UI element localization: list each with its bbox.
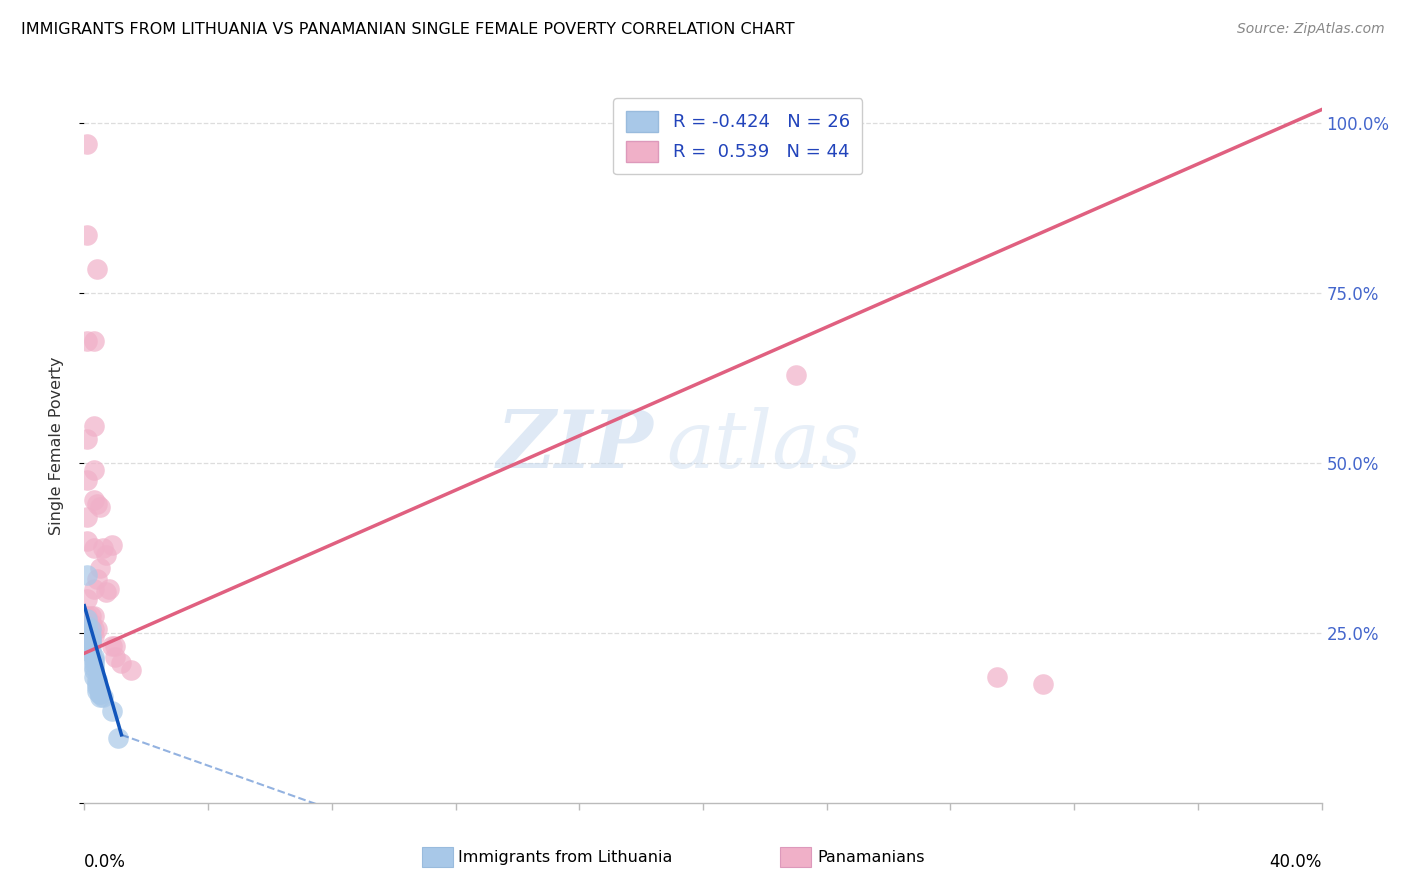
Point bbox=[104, 640, 127, 654]
Point bbox=[76, 473, 98, 487]
Point bbox=[83, 663, 105, 677]
Text: atlas: atlas bbox=[666, 408, 862, 484]
Point bbox=[120, 663, 142, 677]
Point bbox=[83, 653, 105, 667]
Point bbox=[79, 632, 101, 647]
Point bbox=[79, 615, 101, 630]
Point bbox=[83, 629, 105, 643]
Point bbox=[89, 687, 111, 701]
Point bbox=[86, 623, 108, 637]
Point bbox=[101, 537, 124, 551]
Point bbox=[76, 534, 98, 549]
Point bbox=[86, 673, 108, 688]
Text: Panamanians: Panamanians bbox=[817, 850, 924, 864]
Point bbox=[83, 657, 105, 671]
Point bbox=[79, 632, 101, 647]
Point bbox=[83, 623, 105, 637]
Point bbox=[986, 670, 1008, 684]
Point bbox=[79, 629, 101, 643]
Point bbox=[101, 640, 124, 654]
Point bbox=[86, 683, 108, 698]
Point bbox=[89, 561, 111, 575]
Point bbox=[79, 623, 101, 637]
Point bbox=[76, 136, 98, 151]
Point bbox=[101, 704, 124, 718]
Point bbox=[79, 646, 101, 660]
Point bbox=[76, 612, 98, 626]
Text: 40.0%: 40.0% bbox=[1270, 853, 1322, 871]
Point bbox=[89, 687, 111, 701]
Text: Source: ZipAtlas.com: Source: ZipAtlas.com bbox=[1237, 22, 1385, 37]
Point bbox=[83, 670, 105, 684]
Text: IMMIGRANTS FROM LITHUANIA VS PANAMANIAN SINGLE FEMALE POVERTY CORRELATION CHART: IMMIGRANTS FROM LITHUANIA VS PANAMANIAN … bbox=[21, 22, 794, 37]
Point bbox=[79, 629, 101, 643]
Point bbox=[785, 368, 807, 382]
Y-axis label: Single Female Poverty: Single Female Poverty bbox=[49, 357, 63, 535]
Point bbox=[79, 623, 101, 637]
Point bbox=[89, 690, 111, 705]
Point bbox=[89, 500, 111, 515]
Point bbox=[94, 585, 117, 599]
Point bbox=[86, 680, 108, 694]
Text: Immigrants from Lithuania: Immigrants from Lithuania bbox=[458, 850, 672, 864]
Point bbox=[89, 683, 111, 698]
Point bbox=[76, 510, 98, 524]
Point bbox=[94, 548, 117, 562]
Point bbox=[110, 657, 132, 671]
Point bbox=[86, 497, 108, 511]
Point bbox=[83, 608, 105, 623]
Point bbox=[76, 334, 98, 348]
Point bbox=[98, 582, 121, 596]
Point bbox=[76, 591, 98, 606]
Point bbox=[83, 418, 105, 433]
Point bbox=[79, 636, 101, 650]
Point bbox=[83, 649, 105, 664]
Point bbox=[91, 541, 114, 555]
Point bbox=[86, 677, 108, 691]
Point bbox=[83, 493, 105, 508]
Point bbox=[83, 541, 105, 555]
Point bbox=[79, 636, 101, 650]
Point bbox=[107, 731, 129, 746]
Point bbox=[76, 432, 98, 446]
Point bbox=[1032, 677, 1054, 691]
Point bbox=[83, 660, 105, 674]
Point bbox=[83, 334, 105, 348]
Point bbox=[83, 463, 105, 477]
Point bbox=[76, 568, 98, 582]
Point bbox=[86, 572, 108, 586]
Point bbox=[76, 228, 98, 243]
Text: 0.0%: 0.0% bbox=[84, 853, 127, 871]
Point bbox=[79, 643, 101, 657]
Legend: R = -0.424   N = 26, R =  0.539   N = 44: R = -0.424 N = 26, R = 0.539 N = 44 bbox=[613, 98, 862, 174]
Text: ZIP: ZIP bbox=[496, 408, 654, 484]
Point bbox=[86, 262, 108, 277]
Point bbox=[79, 629, 101, 643]
Point bbox=[76, 619, 98, 633]
Point bbox=[104, 649, 127, 664]
Point bbox=[83, 582, 105, 596]
Point bbox=[79, 608, 101, 623]
Point bbox=[91, 690, 114, 705]
Point bbox=[76, 608, 98, 623]
